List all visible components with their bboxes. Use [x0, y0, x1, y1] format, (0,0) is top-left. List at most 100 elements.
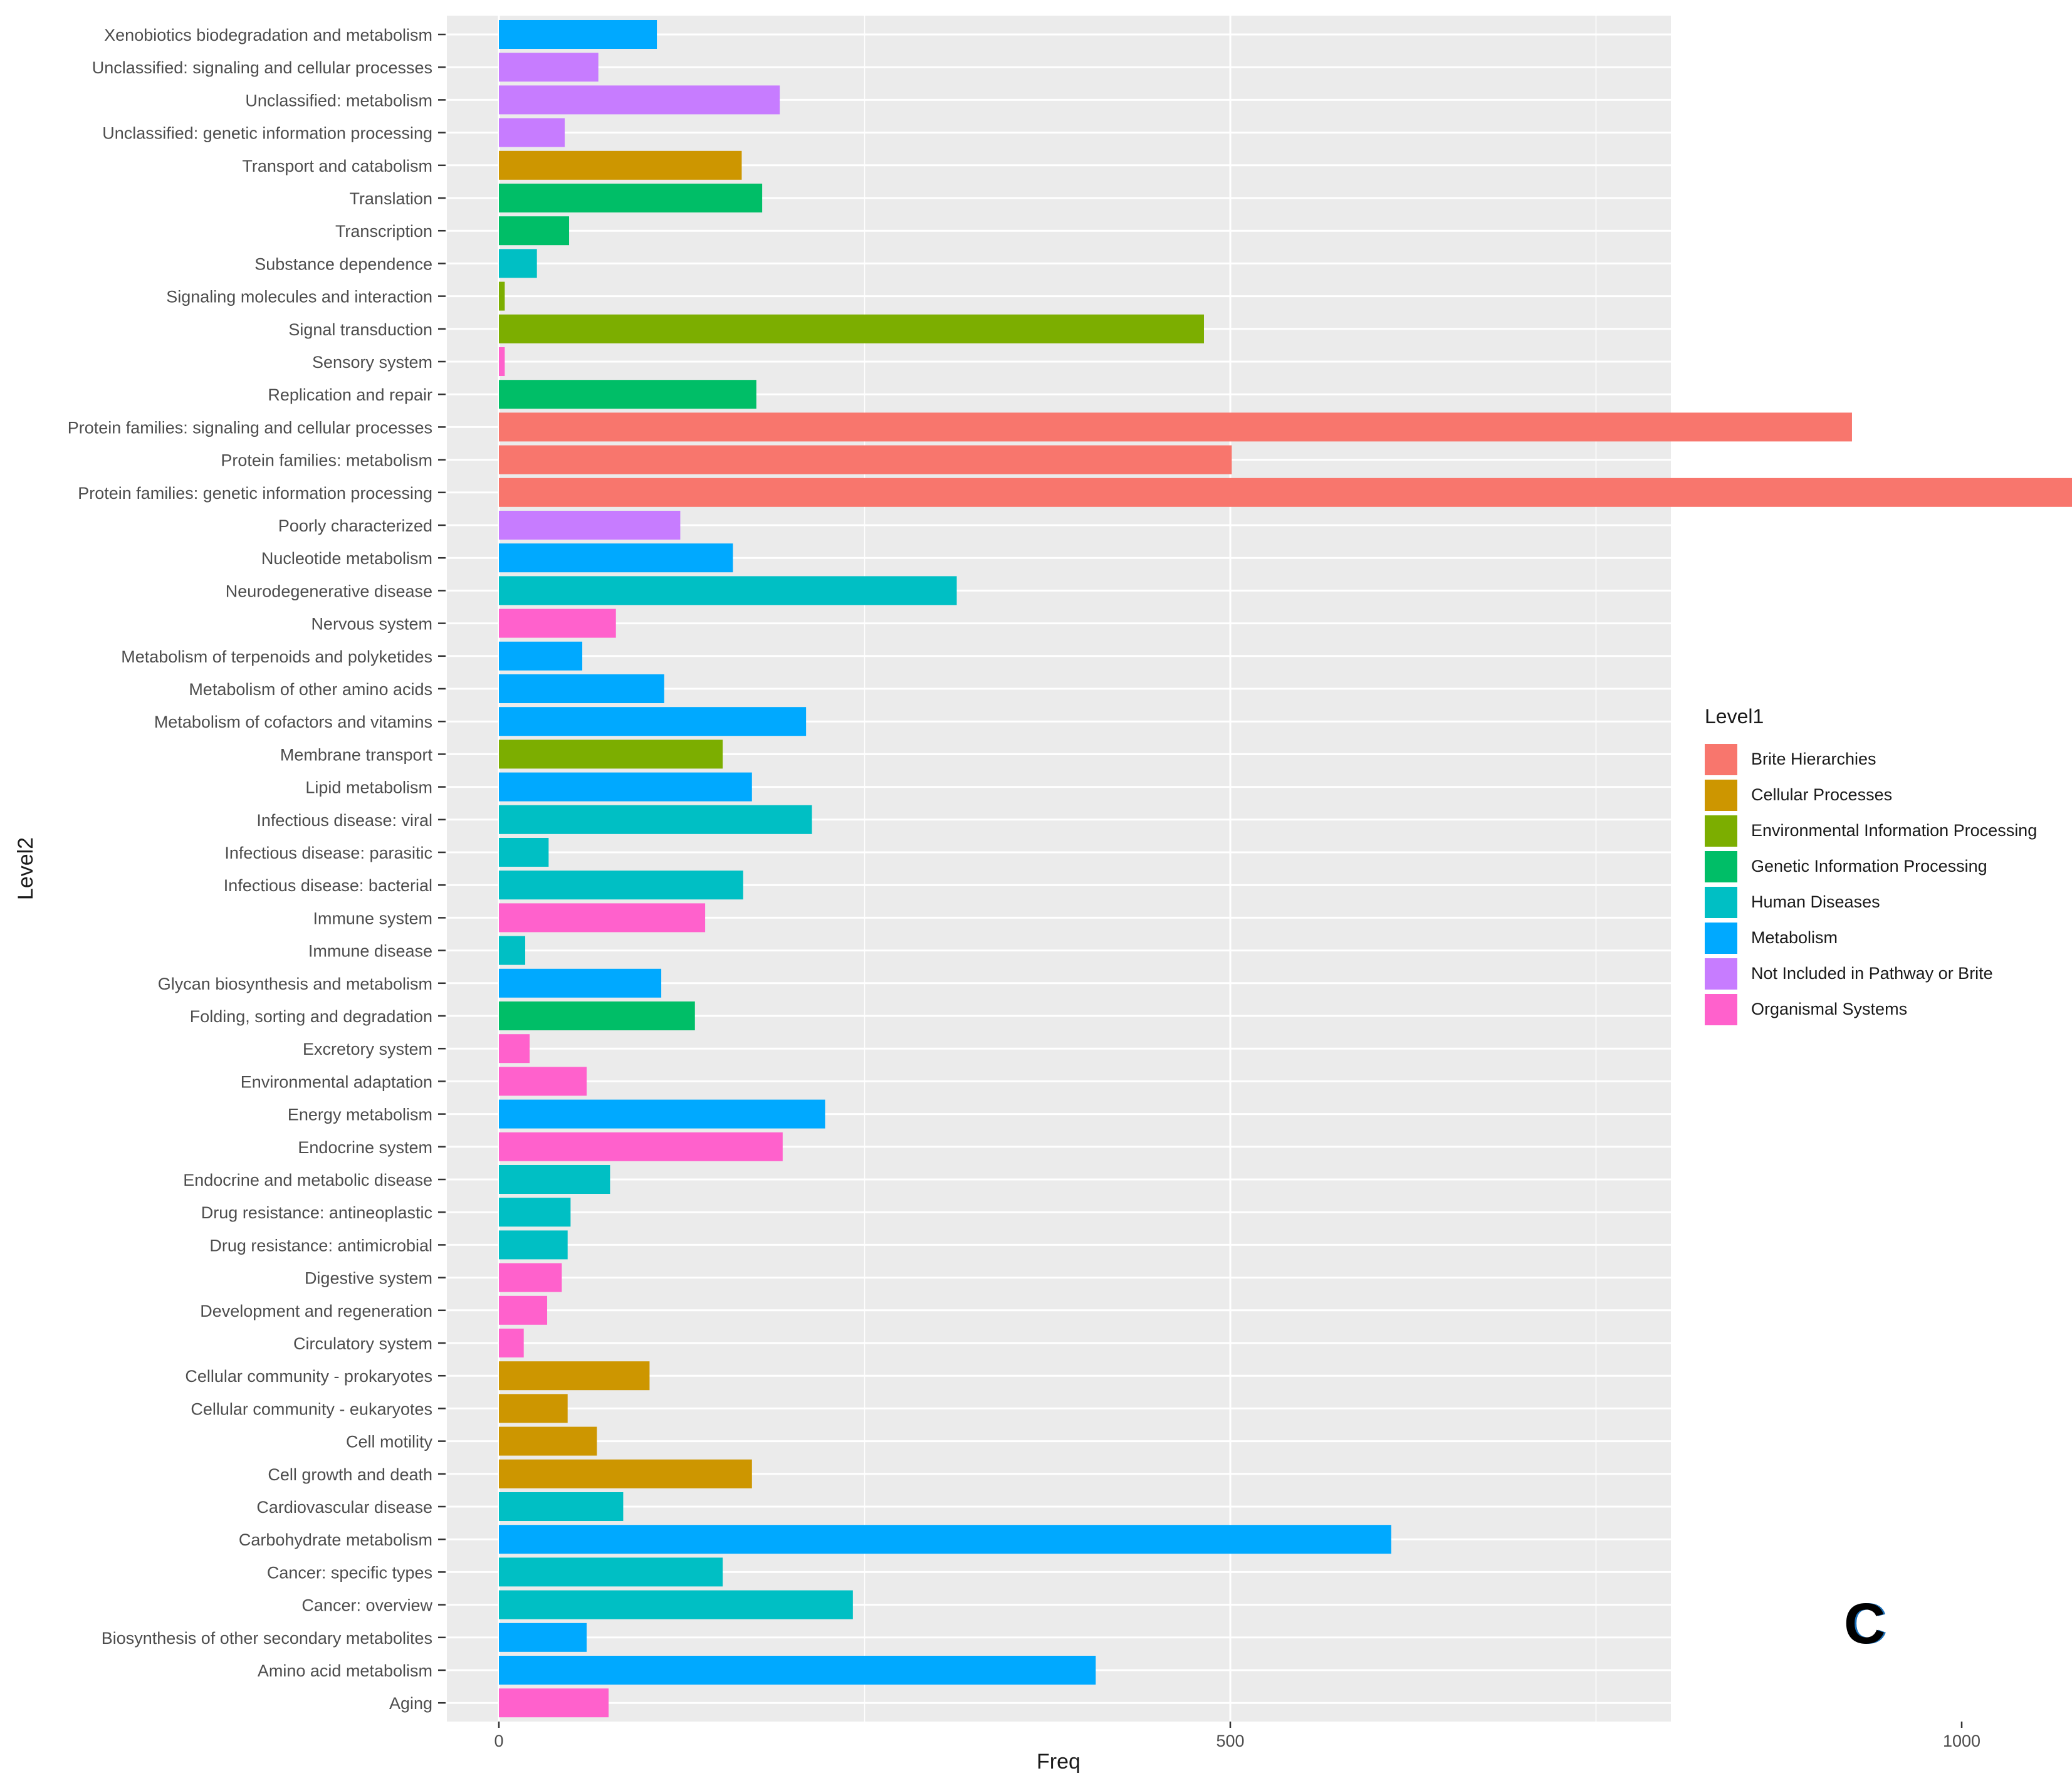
bar — [499, 543, 733, 573]
bar — [499, 445, 1232, 474]
y-tick-label: Cardiovascular disease — [256, 1498, 432, 1517]
bar — [499, 380, 756, 409]
legend-key — [1705, 779, 1737, 811]
y-tick-label: Replication and repair — [268, 385, 432, 404]
legend-label: Genetic Information Processing — [1751, 857, 1987, 876]
y-tick-label: Cancer: overview — [301, 1596, 432, 1615]
x-tick-labels: 050010001500 — [494, 1722, 1980, 1750]
y-tick-labels: Xenobiotics biodegradation and metabolis… — [68, 26, 446, 1713]
bar — [499, 1688, 609, 1718]
legend-label: Human Diseases — [1751, 892, 1880, 911]
legend-key — [1705, 958, 1737, 990]
legend-label: Cellular Processes — [1751, 785, 1893, 804]
y-tick-label: Digestive system — [305, 1269, 432, 1288]
y-tick-label: Immune disease — [308, 942, 432, 961]
y-tick-label: Endocrine system — [298, 1138, 432, 1157]
y-tick-label: Infectious disease: viral — [256, 811, 432, 830]
bar — [499, 1001, 695, 1030]
y-tick-label: Unclassified: metabolism — [245, 91, 432, 110]
bar — [499, 216, 570, 246]
bar — [499, 53, 599, 82]
bars — [499, 20, 2072, 1718]
bar — [499, 1623, 587, 1652]
legend-key — [1705, 993, 1737, 1025]
legend-item: Metabolism — [1705, 920, 2037, 956]
bar — [499, 838, 549, 867]
y-tick-label: Drug resistance: antineoplastic — [201, 1203, 432, 1222]
legend-key — [1705, 815, 1737, 847]
bar — [499, 1394, 568, 1423]
bar — [499, 1557, 723, 1587]
bar — [499, 1132, 783, 1161]
legend-item: Organismal Systems — [1705, 991, 2037, 1027]
y-tick-label: Lipid metabolism — [305, 778, 432, 797]
y-tick-label: Cell growth and death — [268, 1465, 432, 1484]
x-tick-label: 1000 — [1943, 1732, 1980, 1750]
legend-label: Brite Hierarchies — [1751, 750, 1876, 768]
y-tick-label: Signaling molecules and interaction — [166, 288, 432, 306]
bar — [499, 1099, 825, 1129]
bar — [499, 870, 743, 900]
y-tick-label: Unclassified: genetic information proces… — [102, 124, 432, 143]
bar — [499, 1361, 650, 1391]
y-tick-label: Neurodegenerative disease — [226, 582, 432, 600]
bar — [499, 184, 763, 212]
legend-key — [1705, 743, 1737, 775]
bar — [499, 85, 780, 115]
y-tick-label: Cell motility — [346, 1433, 433, 1451]
y-tick-label: Aging — [389, 1694, 432, 1713]
bar — [499, 805, 812, 834]
bar — [499, 118, 565, 147]
y-tick-label: Transcription — [335, 222, 432, 241]
bar — [499, 1329, 524, 1357]
legend-label: Environmental Information Processing — [1751, 821, 2038, 840]
y-tick-label: Biosynthesis of other secondary metaboli… — [102, 1629, 432, 1648]
plot-panel — [447, 16, 1671, 1722]
legend-label: Metabolism — [1751, 928, 1838, 947]
bar — [499, 1067, 587, 1096]
bar — [499, 1230, 568, 1260]
legend-item: Environmental Information Processing — [1705, 813, 2037, 849]
bar — [499, 511, 681, 540]
x-tick-label: 500 — [1216, 1732, 1244, 1750]
bar — [499, 1165, 610, 1194]
bar — [499, 968, 662, 998]
bar — [499, 1656, 1096, 1685]
y-tick-label: Protein families: metabolism — [221, 451, 432, 470]
bar — [499, 674, 664, 703]
y-tick-label: Cellular community - eukaryotes — [191, 1399, 432, 1418]
y-tick-label: Substance dependence — [254, 254, 432, 273]
y-tick-label: Metabolism of cofactors and vitamins — [154, 713, 432, 731]
y-tick-label: Glycan biosynthesis and metabolism — [158, 975, 432, 993]
bar — [499, 412, 1852, 442]
y-tick-label: Carbohydrate metabolism — [239, 1530, 432, 1549]
y-tick-label: Cancer: specific types — [267, 1563, 432, 1582]
bar — [499, 1459, 752, 1488]
legend-title: Level1 — [1705, 705, 1764, 728]
y-tick-label: Nucleotide metabolism — [261, 549, 432, 568]
y-tick-label: Development and regeneration — [200, 1302, 432, 1320]
bar — [499, 1034, 530, 1064]
bar — [499, 1295, 548, 1325]
y-tick-label: Energy metabolism — [288, 1106, 432, 1124]
y-tick-label: Folding, sorting and degradation — [190, 1007, 432, 1026]
bar — [499, 609, 616, 638]
y-tick-label: Metabolism of terpenoids and polyketides — [121, 647, 432, 666]
y-tick-label: Infectious disease: bacterial — [224, 876, 432, 895]
y-tick-label: Infectious disease: parasitic — [224, 844, 432, 862]
legend-label: Organismal Systems — [1751, 1000, 1908, 1018]
bar — [499, 936, 526, 965]
bar — [499, 1198, 571, 1227]
y-tick-label: Sensory system — [312, 353, 432, 372]
legend-item: Not Included in Pathway or Brite — [1705, 956, 2037, 991]
legend-key — [1705, 922, 1737, 954]
bar — [499, 314, 1204, 343]
y-tick-label: Environmental adaptation — [241, 1072, 432, 1091]
bar — [499, 478, 2072, 507]
bar — [499, 249, 537, 278]
bar — [499, 20, 657, 49]
bar — [499, 1263, 562, 1292]
y-tick-label: Nervous system — [311, 615, 432, 634]
y-tick-label: Amino acid metabolism — [258, 1661, 432, 1680]
